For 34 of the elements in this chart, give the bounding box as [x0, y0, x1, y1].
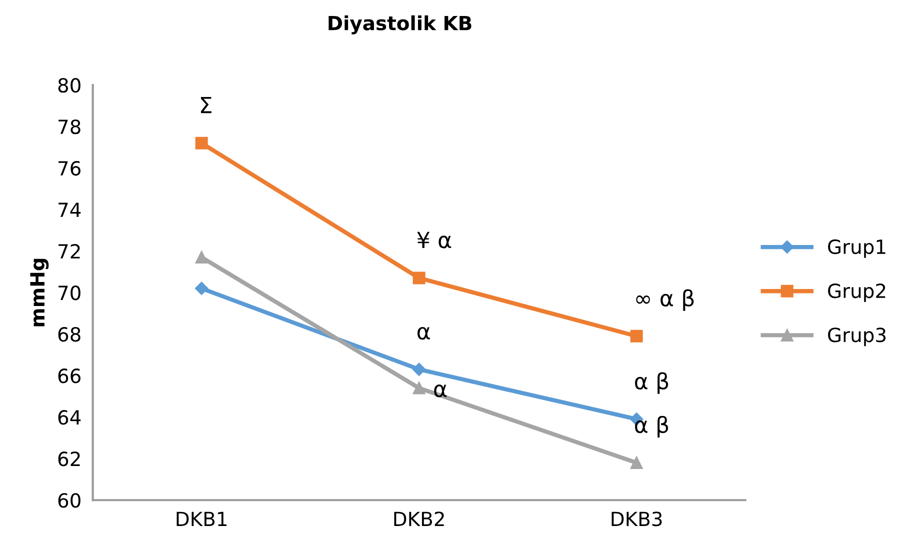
point	[195, 136, 208, 150]
y-tick-label: 70	[58, 286, 80, 300]
y-tick-label: 78	[58, 119, 80, 134]
y-tick-label: 72	[58, 244, 80, 258]
x-tick-label: DKB3	[612, 512, 662, 526]
annotation: ∞ α β	[636, 289, 694, 311]
annotation: α	[434, 384, 447, 398]
annotation: α	[418, 326, 430, 340]
legend-label: Grup3	[828, 328, 886, 346]
x-tick-label: DKB2	[394, 512, 444, 526]
y-tick-label: 74	[58, 202, 81, 217]
legend-label: Grup2	[828, 283, 886, 302]
annotation: ¥ α	[417, 232, 452, 248]
annotation: Σ	[200, 96, 212, 114]
point	[630, 456, 643, 470]
point	[194, 282, 208, 295]
annotation: α β	[635, 372, 668, 394]
y-tick-label: 66	[58, 368, 80, 384]
point	[630, 330, 643, 342]
point	[195, 251, 208, 264]
y-tick-label: 76	[58, 160, 80, 176]
legend-label: Grup1	[828, 239, 886, 258]
y-tick-label: 80	[58, 78, 80, 93]
y-axis-title: mmHg	[30, 258, 49, 326]
y-tick-label: 60	[58, 493, 80, 508]
point	[412, 272, 426, 284]
x-tick-label: DKB1	[176, 512, 226, 526]
y-tick-label: 62	[58, 452, 80, 466]
chart-title: Diyastolik KB	[328, 15, 472, 34]
y-tick-label: 68	[58, 327, 80, 342]
point	[412, 362, 426, 376]
annotation: α β	[635, 416, 668, 438]
y-tick-label: 64	[58, 410, 81, 425]
point	[412, 382, 426, 394]
